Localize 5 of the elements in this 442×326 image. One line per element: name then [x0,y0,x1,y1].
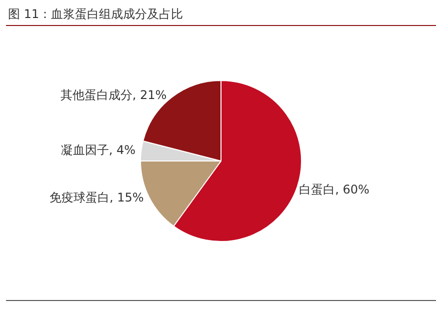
slice-label: 凝血因子, 4% [60,142,136,157]
slice-label: 其他蛋白成分, 21% [60,88,167,102]
chart-title: 图 11：血浆蛋白组成成分及占比 [8,6,184,23]
slice-label: 免疫球蛋白, 15% [50,190,144,204]
slice-label: 白蛋白, 60% [299,182,370,196]
